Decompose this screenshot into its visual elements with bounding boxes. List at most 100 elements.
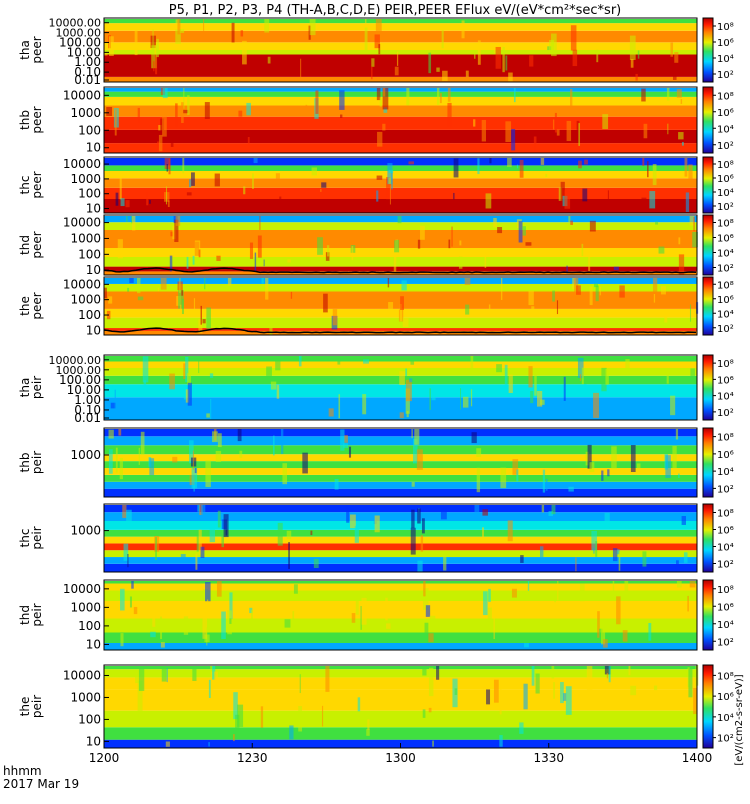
y-tick-label: 10.00 [67,383,101,397]
spectrogram-texture [346,504,350,523]
spectrogram-texture [459,240,462,246]
spectrogram-texture [326,245,330,257]
spectrogram-texture [428,707,432,713]
spectrogram-band [104,187,697,199]
spectrogram-texture [683,552,688,563]
y-tick-label: 0.10 [74,403,101,417]
spectrogram-texture [350,514,356,529]
spectrogram-texture [493,679,499,703]
figure-title: P5, P1, P2, P3, P4 (TH-A,B,C,D,E) PEIR,P… [169,3,622,18]
spectrogram-texture [635,73,638,81]
spectrogram-texture [150,631,156,638]
spectrogram-band [104,689,697,711]
spectrogram-texture [689,580,696,588]
spectrogram-texture [129,596,132,608]
spectrogram-band [104,677,697,690]
spectrogram-texture [108,429,114,439]
spectrogram-texture [411,429,413,439]
colorbar-tick-label: 10² [717,70,734,81]
spectrogram-texture [625,359,630,375]
spectrogram-texture [275,173,280,186]
y-tick-label: 100.00 [59,373,101,387]
spectrogram-band [104,23,697,31]
spectrogram-texture [106,106,113,117]
spectrogram-texture [183,363,186,380]
spectrogram-texture [519,159,524,178]
spectrogram-texture [376,175,383,180]
spectrogram-texture [629,35,636,60]
spectrogram-texture [652,164,657,186]
spectrogram-texture [422,709,426,718]
spectrogram-texture [540,157,545,165]
spectrogram-texture [162,111,167,137]
spectrogram-band [104,384,697,398]
spectrogram-texture [493,217,497,228]
spectrogram-texture [454,688,458,695]
spectrogram-texture [458,256,463,269]
spectrogram-texture [484,250,487,268]
spectrogram-texture [344,435,348,443]
spectrogram-texture [412,438,418,464]
spectrogram-texture [217,433,222,448]
spectrogram-texture [545,478,548,491]
spectrogram-texture [190,172,195,186]
spectrogram-texture [104,52,108,56]
spectrogram-texture [601,367,607,392]
spectrogram-texture [282,463,288,485]
spectrogram-texture [667,123,669,135]
spectrogram-texture [137,107,140,124]
spectrogram-texture [585,451,590,466]
spectrogram-texture [270,381,277,390]
spectrogram-band [104,129,697,144]
spectrogram-texture [266,366,272,377]
panel-probe-label: thb [18,453,32,473]
colorbar-tick-label: 10⁸ [717,509,734,520]
y-tick-label: 1.00 [74,55,101,69]
spectrogram-texture [522,226,526,236]
colorbar-tick-label: 10⁶ [717,234,734,245]
spectrogram-texture [516,164,519,169]
spectrogram-texture [328,408,334,417]
spectrogram-texture [432,740,434,747]
spectrogram-texture [179,29,185,33]
spectrogram-texture [672,445,677,469]
spectrogram-texture [277,522,283,546]
spectrogram-texture [210,665,213,676]
spectrogram-texture [581,243,584,257]
spectrogram-texture [496,364,502,373]
spectrogram-texture [511,588,517,598]
spectrogram-texture [630,59,634,68]
spectrogram-texture [252,173,254,189]
y-tick-label: 1000.00 [56,364,102,377]
colorbar-tick-label: 10⁶ [717,108,734,119]
spectrogram-texture [622,630,628,642]
spectrogram-texture [556,300,559,315]
spectrogram-band [104,283,697,292]
spectrogram-texture [340,429,345,451]
colorbar-tick-label: 10⁶ [717,450,734,461]
spectrogram-texture [156,38,159,58]
spectrogram-texture [365,18,367,26]
spectrogram-texture [189,440,194,464]
spectrogram-texture [166,164,168,172]
spectrogram-texture [125,200,130,208]
spectrogram-texture [474,504,480,518]
panel-probe-label: thc [18,176,32,195]
colorbar-tick-label: 10⁶ [717,602,734,613]
spectrogram-texture [601,621,606,645]
spectrogram-texture [202,617,208,639]
spectrogram-texture [564,190,571,209]
spectrogram-texture [578,123,581,146]
spectrogram-texture [138,665,145,691]
colorbar [702,664,714,749]
spectrogram-texture [500,277,503,300]
spectrogram-texture [537,390,543,407]
spectrogram-band [104,397,697,420]
spectrogram-texture [196,536,200,552]
spectrogram-texture [181,290,184,296]
spectrogram-texture [202,319,206,324]
spectrogram-texture [642,551,647,567]
spectrogram-texture [242,40,247,65]
